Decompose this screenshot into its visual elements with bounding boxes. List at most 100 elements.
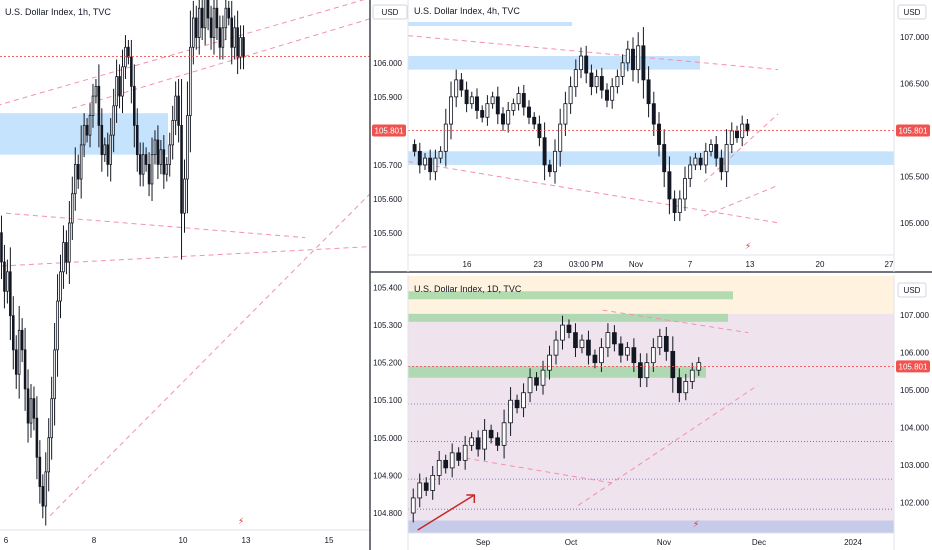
candle — [709, 144, 713, 152]
left-x-tick: 8 — [92, 536, 97, 545]
candle — [106, 144, 110, 165]
candle — [506, 110, 511, 125]
arrow-head — [466, 494, 476, 503]
green-zone[interactable] — [408, 366, 706, 378]
bottom-pink-zone — [408, 313, 894, 521]
red-arrow[interactable] — [417, 494, 475, 531]
candle — [631, 347, 637, 364]
trend-line[interactable] — [0, 0, 370, 116]
green-zone[interactable] — [408, 291, 733, 300]
bottom-right-y-tick: 105.000 — [900, 386, 929, 395]
candle — [508, 399, 513, 424]
candle — [456, 452, 462, 461]
candle — [449, 96, 453, 125]
candle — [73, 164, 77, 195]
trend-line[interactable] — [577, 384, 759, 506]
candle — [121, 66, 124, 97]
top-x-tick: 16 — [463, 260, 472, 269]
blue-zone[interactable] — [408, 151, 894, 165]
left-chart-panel[interactable]: U.S. Dollar Index, 1h, TVC 6 8 10 13 15 … — [0, 0, 370, 550]
candle — [501, 422, 507, 446]
candle — [454, 79, 459, 98]
candle — [29, 398, 33, 424]
trend-line[interactable] — [407, 35, 779, 71]
trend-line[interactable] — [71, 13, 370, 109]
candle — [469, 437, 474, 446]
lightning-icon[interactable]: ⚡ — [693, 520, 699, 530]
candle — [156, 139, 160, 165]
candle — [56, 300, 59, 351]
candle — [589, 72, 594, 88]
left-chart-title: U.S. Dollar Index, 1h, TVC — [5, 7, 111, 17]
candle — [189, 46, 192, 117]
candle — [615, 76, 620, 88]
candle — [233, 27, 236, 48]
candle — [547, 354, 552, 371]
candle — [532, 116, 537, 125]
trend-line[interactable] — [0, 245, 370, 267]
bottom-right-y-tick: 103.000 — [900, 461, 929, 470]
candle — [100, 124, 104, 156]
lightning-icon[interactable]: ⚡ — [238, 517, 244, 527]
candle — [180, 124, 183, 214]
trend-line[interactable] — [602, 309, 749, 334]
candle — [657, 335, 663, 349]
candle — [3, 261, 6, 292]
candle — [625, 347, 630, 356]
trend-line[interactable] — [703, 113, 779, 183]
candle — [594, 76, 599, 88]
candle — [527, 377, 533, 394]
candle — [9, 271, 12, 317]
candle — [50, 398, 53, 439]
candle — [38, 456, 42, 487]
candle — [147, 164, 151, 185]
lightning-icon[interactable]: ⚡ — [745, 242, 751, 252]
top-chart-panel[interactable]: USD USD U.S. Dollar Index, 4h, TVC 106.0… — [0, 0, 932, 272]
top-x-tick: 20 — [816, 260, 825, 269]
top-x-tick: Nov — [629, 260, 643, 269]
top-y-tick: 105.900 — [373, 93, 402, 102]
candle — [464, 89, 469, 105]
top-right-currency-box[interactable] — [897, 4, 927, 20]
candle — [631, 48, 635, 71]
candle — [212, 7, 216, 38]
bottom-y-tick: 104.900 — [373, 471, 402, 480]
candle — [651, 103, 656, 125]
candle — [103, 144, 107, 156]
candle — [227, 7, 231, 19]
candle — [239, 37, 242, 58]
candle — [521, 93, 526, 108]
candle — [644, 362, 650, 379]
green-zone[interactable] — [408, 313, 728, 322]
candle — [138, 154, 142, 175]
blue-zone[interactable] — [408, 22, 572, 26]
bottom-x-tick: Oct — [565, 538, 578, 547]
candle — [638, 362, 643, 379]
candle — [59, 271, 62, 302]
candle — [32, 398, 36, 419]
candle — [124, 46, 127, 68]
candle — [174, 95, 177, 121]
bottom-currency-box[interactable] — [897, 282, 927, 298]
bottom-y-tick: 105.200 — [373, 359, 402, 368]
candle — [527, 106, 531, 118]
left-x-tick: 6 — [4, 536, 9, 545]
top-left-currency-box[interactable] — [372, 4, 408, 20]
candle — [745, 123, 750, 132]
candle — [423, 157, 427, 166]
candle — [495, 437, 500, 446]
candle — [62, 242, 65, 273]
candle — [482, 429, 487, 450]
candle — [485, 103, 490, 118]
left-candles — [0, 0, 245, 526]
candle — [540, 369, 546, 386]
trend-line[interactable] — [49, 86, 370, 517]
candle — [430, 474, 436, 491]
candle — [592, 354, 598, 364]
candle — [641, 45, 646, 81]
trend-line[interactable] — [703, 184, 779, 217]
candle — [566, 324, 572, 334]
candle — [115, 76, 118, 107]
